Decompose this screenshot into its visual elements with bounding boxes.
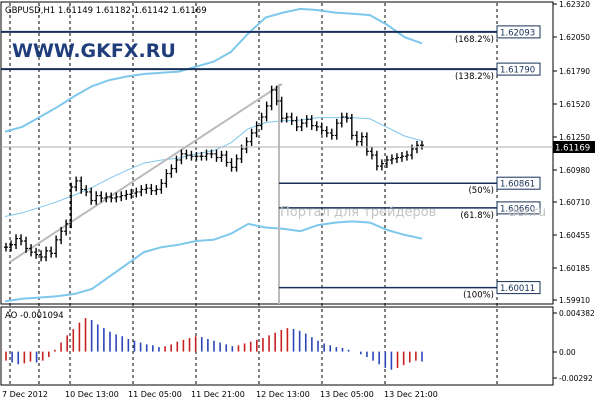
ao-tick-label: 0.00 (559, 348, 576, 357)
fib-price-box (496, 62, 541, 76)
watermark-site: WWW.GKFX.RU (12, 40, 176, 62)
fib-price-label: 1.60011 (500, 284, 535, 294)
price-tick-label: 1.60455 (559, 231, 590, 240)
fib-level-label: (61.8%) (460, 211, 494, 221)
fib-price-label: 1.60861 (500, 180, 535, 190)
price-tick-label: 1.62320 (559, 0, 590, 9)
price-tick-label: 1.59910 (559, 296, 590, 305)
lower-band (4, 220, 423, 303)
fib-price-box (496, 201, 541, 215)
fibonacci-levels[interactable]: (168.2%) 1.62093 (138.2%) 1.61790 (50%) 1.608… (1, 25, 541, 301)
ao-axis: 0.004382 0.00 -0.00292 (553, 309, 595, 383)
indicator-label: AO -0.001094 (5, 311, 64, 321)
main-chart-frame (0, 1, 554, 305)
price-tick-label: 1.62050 (559, 33, 590, 42)
time-tick-label: 13 Dec 05:00 (320, 390, 374, 399)
time-axis: 7 Dec 2012 10 Dec 13:00 11 Dec 05:00 11 Dec… (2, 390, 438, 399)
fib-level-label: (168.2%) (455, 35, 494, 45)
current-price-tag (553, 141, 595, 153)
time-tick-label: 12 Dec 13:00 (256, 390, 310, 399)
price-tick-label: 1.60710 (559, 198, 590, 207)
time-tick-label: 10 Dec 13:00 (65, 390, 119, 399)
price-tick-label: 1.60980 (559, 166, 590, 175)
fib-price-box (496, 176, 541, 190)
trend-line[interactable] (9, 83, 283, 263)
fib-price-label: 1.61790 (500, 66, 535, 76)
price-tick-label: 1.61520 (559, 100, 590, 109)
fib-level-label: (138.2%) (455, 72, 494, 82)
price-series (4, 85, 424, 262)
price-tick-label: 1.60185 (559, 264, 590, 273)
price-axis: 1.62320 1.62050 1.61790 1.61520 1.61250 1.609… (553, 0, 590, 305)
ao-tick-label: -0.00292 (559, 374, 593, 383)
watermark-tail: der.ru (508, 205, 546, 220)
ao-histogram (5, 318, 423, 370)
price-tick-label: 1.61250 (559, 133, 590, 142)
watermark-ru: Портал для трейдеров (280, 205, 436, 220)
fib-level-label: (100%) (463, 291, 494, 301)
fib-price-label: 1.60660 (500, 204, 535, 214)
symbol-header: GBPUSD,H1 1.61149 1.61182 1.61142 1.6116… (5, 6, 207, 16)
time-tick-label: 13 Dec 21:00 (384, 390, 438, 399)
time-tick-label: 7 Dec 2012 (2, 390, 48, 399)
time-tick-label: 11 Dec 05:00 (128, 390, 182, 399)
fib-price-box (496, 25, 541, 39)
price-tick-label: 1.61790 (559, 67, 590, 76)
upper-band (4, 7, 423, 133)
time-tick-label: 11 Dec 21:00 (191, 390, 245, 399)
ao-tick-label: 0.004382 (559, 309, 595, 318)
current-price-label: 1.61169 (555, 144, 590, 154)
indicator-frame (0, 306, 554, 386)
fib-price-box (496, 281, 541, 295)
fib-price-label: 1.62093 (500, 28, 535, 38)
fib-level-label: (50%) (468, 186, 494, 196)
